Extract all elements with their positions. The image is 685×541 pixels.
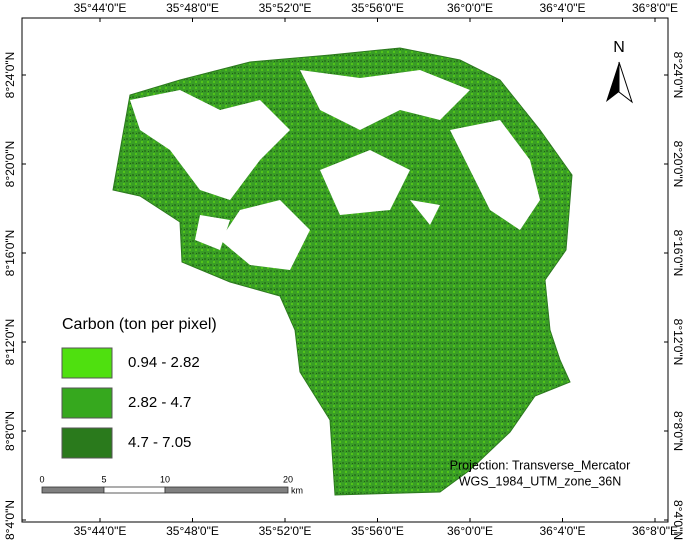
scale-label: 0 <box>39 474 44 484</box>
lon-label: 35°48'0"E <box>166 1 219 15</box>
legend-swatch <box>61 347 113 379</box>
lon-label: 35°44'0"E <box>74 524 127 538</box>
north-arrow: N <box>606 39 633 104</box>
lat-label: 8°12'0"N <box>671 319 685 366</box>
scale-segment <box>164 486 289 494</box>
legend-label: 2.82 - 4.7 <box>128 394 191 411</box>
legend-swatch <box>61 427 113 459</box>
legend-swatch <box>61 387 113 419</box>
scale-label: 20 <box>283 474 293 484</box>
lat-label: 8°4'0"N <box>3 500 17 540</box>
no-data-patches <box>130 70 540 270</box>
graticule-ticks: 35°44'0"E 35°44'0"E 35°48'0"E 35°48'0"E 35°5… <box>3 1 685 540</box>
lon-label: 35°52'0"E <box>259 1 312 15</box>
lat-label: 8°8'0"N <box>3 411 17 451</box>
legend-label: 0.94 - 2.82 <box>128 354 200 371</box>
lat-label: 8°16'0"N <box>3 230 17 277</box>
scale-label: 5 <box>101 474 106 484</box>
lon-label: 35°44'0"E <box>74 1 127 15</box>
lat-label: 8°12'0"N <box>3 319 17 366</box>
north-label: N <box>613 39 625 56</box>
legend-label: 4.7 - 7.05 <box>128 434 191 451</box>
scale-segment <box>41 486 105 494</box>
lat-label: 8°4'0"N <box>671 500 685 540</box>
projection-line: Projection: Transverse_Mercator <box>450 458 631 472</box>
lon-label: 35°48'0"E <box>166 524 219 538</box>
legend-title: Carbon (ton per pixel) <box>62 316 217 333</box>
lon-label: 36°8'0"E <box>632 1 678 15</box>
lat-label: 8°20'0"N <box>3 141 17 188</box>
lat-label: 8°24'0"N <box>671 52 685 99</box>
legend: 0.94 - 2.82 2.82 - 4.7 4.7 - 7.05 <box>61 347 200 459</box>
lon-label: 35°56'0"E <box>351 524 404 538</box>
scale-label: 10 <box>160 474 170 484</box>
lon-label: 36°0'0"E <box>447 1 493 15</box>
lat-label: 8°16'0"N <box>671 230 685 277</box>
lon-label: 36°4'0"E <box>539 1 585 15</box>
lon-label: 35°52'0"E <box>259 524 312 538</box>
scale-unit: km <box>291 485 303 495</box>
lat-label: 8°8'0"N <box>671 411 685 451</box>
scale-segment <box>103 486 166 494</box>
lat-label: 8°24'0"N <box>3 52 17 99</box>
lon-label: 35°56'0"E <box>351 1 404 15</box>
projection-line: WGS_1984_UTM_zone_36N <box>459 474 622 488</box>
lon-label: 36°0'0"E <box>447 524 493 538</box>
lon-label: 36°4'0"E <box>539 524 585 538</box>
lat-label: 8°20'0"N <box>671 141 685 188</box>
lon-label: 36°8'0"E <box>632 524 678 538</box>
